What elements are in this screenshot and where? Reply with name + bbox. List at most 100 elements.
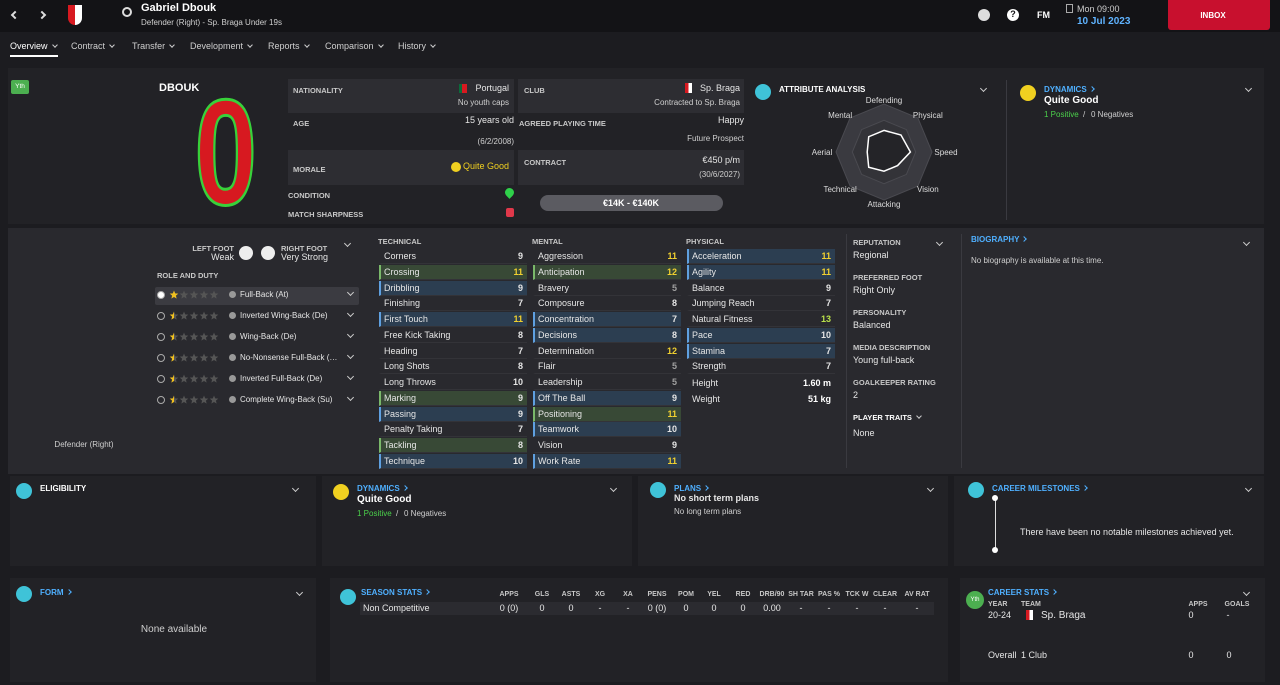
attribute-name: Technique bbox=[384, 456, 426, 466]
graphic bbox=[179, 353, 189, 362]
role-name[interactable]: Complete Wing-Back (Su) bbox=[240, 395, 333, 404]
shirt-number: 0 bbox=[193, 68, 258, 236]
nav-tab[interactable]: Comparison bbox=[325, 41, 383, 52]
attribute-row bbox=[379, 280, 527, 296]
attribute-row bbox=[533, 327, 681, 343]
inbox-button[interactable] bbox=[1168, 0, 1270, 30]
help-icon[interactable] bbox=[1007, 9, 1019, 21]
attribute-name: Anticipation bbox=[538, 266, 585, 277]
graphic bbox=[189, 290, 199, 299]
attribute-name: Crossing bbox=[384, 266, 420, 277]
timeline bbox=[995, 498, 996, 550]
search-icon[interactable] bbox=[122, 7, 132, 17]
graphic bbox=[209, 290, 219, 299]
attribute-row bbox=[533, 249, 681, 264]
nav-tab[interactable]: Transfer bbox=[132, 41, 174, 52]
attribute-row bbox=[533, 454, 681, 469]
attribute-name: Decisions bbox=[538, 329, 578, 340]
graphic bbox=[179, 332, 189, 341]
attribute-row bbox=[687, 343, 835, 359]
attribute-name: Strength bbox=[692, 361, 727, 372]
attribute-value: 8 bbox=[517, 440, 523, 451]
graphic bbox=[179, 290, 189, 299]
attribute-row bbox=[533, 296, 681, 312]
stats-value: 0 bbox=[683, 603, 689, 613]
inbox-label[interactable]: INBOX bbox=[1200, 11, 1226, 20]
role-rating bbox=[169, 353, 219, 362]
detail-note: (30/6/2027) bbox=[699, 170, 740, 179]
nav-tab[interactable]: Overview bbox=[10, 41, 57, 52]
info-icon bbox=[229, 375, 236, 382]
nav-tab[interactable]: Reports bbox=[268, 41, 309, 52]
role-name[interactable]: Inverted Wing-Back (De) bbox=[240, 311, 328, 320]
attribute-row bbox=[379, 344, 527, 359]
graphic bbox=[169, 395, 179, 404]
panel-title[interactable]: PLANS bbox=[674, 483, 708, 494]
foot-value: Very Strong bbox=[281, 252, 329, 262]
attribute-value: 11 bbox=[667, 408, 677, 419]
stats-header: GLS bbox=[534, 591, 550, 598]
attribute-value: 9 bbox=[825, 282, 831, 293]
role-radio[interactable] bbox=[157, 291, 165, 299]
nav-tab[interactable]: Contract bbox=[71, 41, 114, 52]
role-name[interactable]: No-Nonsense Full-Back (… bbox=[240, 353, 338, 362]
panel-title[interactable]: CAREER STATS bbox=[988, 587, 1056, 598]
info-label: REPUTATION bbox=[853, 238, 901, 247]
role-name[interactable]: Inverted Full-Back (De) bbox=[240, 374, 323, 383]
role-name[interactable]: Wing-Back (De) bbox=[240, 332, 297, 341]
info-icon bbox=[229, 312, 236, 319]
attribute-name: Tackling bbox=[384, 440, 417, 451]
divider bbox=[1006, 80, 1007, 220]
plans-short: No short term plans bbox=[674, 493, 760, 503]
graphic bbox=[189, 395, 199, 404]
graphic bbox=[189, 374, 199, 383]
measurement-value: 51 kg bbox=[807, 393, 831, 404]
radar-chart bbox=[835, 103, 933, 201]
foot-value: Weak bbox=[211, 252, 234, 262]
attribute-row bbox=[379, 422, 527, 438]
graphic bbox=[169, 332, 179, 341]
detail-row bbox=[518, 150, 744, 185]
nav-tab[interactable]: History bbox=[398, 41, 435, 52]
graphic bbox=[179, 311, 189, 320]
graphic bbox=[189, 353, 199, 362]
role-name[interactable]: Full-Back (At) bbox=[240, 290, 289, 299]
section-title: ROLE AND DUTY bbox=[157, 271, 219, 280]
graphic bbox=[199, 311, 209, 320]
attribute-name: Heading bbox=[384, 345, 418, 356]
help-glyph: ? bbox=[1010, 9, 1016, 19]
graphic bbox=[209, 353, 219, 362]
role-radio[interactable] bbox=[157, 312, 165, 320]
panel-title[interactable]: DYNAMICS bbox=[357, 483, 407, 494]
role-radio[interactable] bbox=[157, 375, 165, 383]
role-radio[interactable] bbox=[157, 354, 165, 362]
panel-title[interactable]: SEASON STATS bbox=[361, 587, 429, 598]
career-header: YEAR bbox=[988, 601, 1008, 608]
card bbox=[10, 476, 316, 566]
nav-tab[interactable]: Development bbox=[190, 41, 252, 52]
panel-title[interactable]: DYNAMICS bbox=[1044, 84, 1094, 95]
attribute-name: Acceleration bbox=[692, 251, 742, 261]
attribute-value: 9 bbox=[517, 408, 523, 419]
dynamics-positives: 1 Positive bbox=[1044, 110, 1079, 119]
morale-icon bbox=[451, 162, 461, 172]
attribute-row bbox=[533, 344, 681, 359]
milestones-text: There have been no notable milestones ac… bbox=[1020, 527, 1234, 537]
attribute-value: 9 bbox=[671, 392, 677, 403]
dynamics-positives: 1 Positive bbox=[357, 509, 392, 518]
detail-value: €450 p/m bbox=[702, 155, 740, 165]
stats-value: - bbox=[626, 603, 630, 613]
stats-value: - bbox=[827, 603, 831, 613]
attribute-value: 8 bbox=[517, 329, 523, 340]
stats-value: - bbox=[915, 603, 919, 613]
role-rating bbox=[169, 311, 219, 320]
role-radio[interactable] bbox=[157, 396, 165, 404]
panel-title[interactable]: BIOGRAPHY bbox=[971, 234, 1026, 245]
timeline-dot bbox=[992, 495, 998, 501]
panel-title[interactable]: FORM bbox=[40, 587, 71, 598]
dynamics-icon bbox=[333, 484, 349, 500]
role-radio[interactable] bbox=[157, 333, 165, 341]
career-cell: 0 bbox=[1188, 610, 1194, 620]
attribute-row bbox=[687, 281, 835, 296]
panel-title[interactable]: CAREER MILESTONES bbox=[992, 483, 1087, 494]
